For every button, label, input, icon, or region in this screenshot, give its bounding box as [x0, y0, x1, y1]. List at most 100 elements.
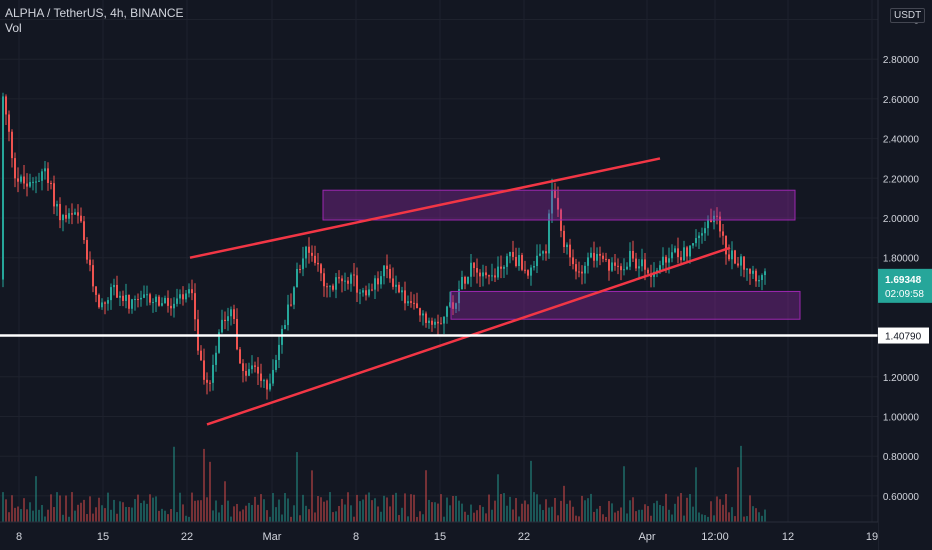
- volume-bar: [128, 507, 130, 522]
- volume-bar: [569, 500, 571, 522]
- candle-body: [23, 176, 25, 184]
- candle-body: [152, 302, 154, 304]
- candle-body: [497, 266, 499, 278]
- candle-body: [428, 320, 430, 323]
- volume-bar: [479, 505, 481, 522]
- candle-body: [524, 269, 526, 271]
- chart-header: ALPHA / TetherUS, 4h, BINANCE Vol: [5, 6, 184, 36]
- volume-bar: [374, 498, 376, 522]
- volume-bar: [686, 497, 688, 522]
- candle-body: [548, 213, 550, 254]
- volume-bar: [695, 467, 697, 522]
- volume-bar: [293, 505, 295, 522]
- candle-body: [227, 316, 229, 322]
- volume-bar: [545, 499, 547, 522]
- volume-bar: [35, 476, 37, 522]
- volume-bar: [575, 515, 577, 522]
- volume-bar: [347, 492, 349, 522]
- candle-body: [29, 182, 31, 187]
- candle-body: [623, 269, 625, 271]
- volume-bar: [338, 506, 340, 522]
- volume-bar: [380, 511, 382, 522]
- volume-bar: [182, 504, 184, 522]
- horizontal-level-label: 1.40790: [885, 332, 922, 343]
- volume-bar: [683, 515, 685, 522]
- volume-bar: [281, 514, 283, 522]
- currency-button[interactable]: USDT: [890, 8, 926, 23]
- price-axis[interactable]: 32.800002.600002.400002.200002.000001.80…: [877, 0, 932, 550]
- volume-bar: [38, 509, 40, 522]
- candle-body: [626, 266, 628, 270]
- candle-body: [584, 265, 586, 274]
- candle-body: [740, 256, 742, 266]
- candle-body: [26, 183, 28, 187]
- symbol-title[interactable]: ALPHA / TetherUS, 4h, BINANCE: [5, 6, 184, 20]
- candle-body: [647, 269, 649, 274]
- volume-bar: [32, 510, 34, 522]
- volume-bar: [206, 497, 208, 522]
- candle-body: [365, 290, 367, 296]
- candle-body: [557, 197, 559, 210]
- candle-body: [326, 286, 328, 288]
- volume-bar: [491, 509, 493, 522]
- volume-bar: [482, 506, 484, 522]
- volume-bar: [467, 514, 469, 522]
- candle-body: [260, 373, 262, 381]
- price-tick-label: 2.80000: [883, 55, 920, 66]
- candle-body: [464, 276, 466, 284]
- volume-bar: [755, 508, 757, 522]
- volume-indicator-label[interactable]: Vol: [5, 21, 22, 35]
- candle-body: [95, 286, 97, 295]
- volume-bar: [80, 502, 82, 522]
- candle-body: [236, 318, 238, 350]
- candle-body: [32, 181, 34, 183]
- time-axis[interactable]: 8 15 22 Mar 8 15 22 Apr 12:00 12 19: [0, 521, 878, 550]
- candle-body: [473, 262, 475, 269]
- volume-bar: [68, 516, 70, 522]
- volume-bar: [71, 492, 73, 522]
- volume-bar: [524, 500, 526, 522]
- candle-body: [644, 259, 646, 270]
- volume-bar: [317, 496, 319, 522]
- volume-bar: [284, 493, 286, 522]
- candle-body: [86, 240, 88, 260]
- volume-bar: [665, 493, 667, 522]
- volume-bar: [137, 494, 139, 522]
- candle-body: [536, 255, 538, 267]
- volume-bar: [44, 516, 46, 522]
- candle-body: [215, 352, 217, 365]
- volume-bar: [302, 494, 304, 522]
- candle-body: [743, 256, 745, 270]
- volume-bar: [443, 516, 445, 522]
- candle-body: [620, 266, 622, 271]
- volume-bar: [356, 494, 358, 522]
- volume-bar: [662, 506, 664, 522]
- volume-bar: [764, 509, 766, 522]
- candle-body: [104, 302, 106, 304]
- candle-body: [239, 349, 241, 364]
- volume-bar: [359, 501, 361, 522]
- volume-bar: [398, 515, 400, 522]
- volume-bars: [2, 445, 766, 522]
- zone-drawings[interactable]: [322, 189, 801, 320]
- volume-bar: [614, 512, 616, 522]
- candle-body: [554, 190, 556, 198]
- candle-body: [251, 365, 253, 370]
- volume-bar: [461, 503, 463, 522]
- candle-body: [641, 259, 643, 267]
- volume-bar: [623, 466, 625, 522]
- volume-bar: [452, 495, 454, 522]
- candle-body: [221, 319, 223, 333]
- candle-body: [479, 272, 481, 277]
- volume-bar: [668, 509, 670, 522]
- volume-bar: [587, 498, 589, 522]
- price-tick-label: 1.20000: [883, 373, 920, 384]
- candle-body: [389, 268, 391, 279]
- candle-body: [683, 247, 685, 261]
- volume-bar: [278, 499, 280, 522]
- volume-bar: [419, 511, 421, 522]
- candle-body: [671, 252, 673, 259]
- candle-body: [47, 168, 49, 183]
- volume-bar: [275, 507, 277, 522]
